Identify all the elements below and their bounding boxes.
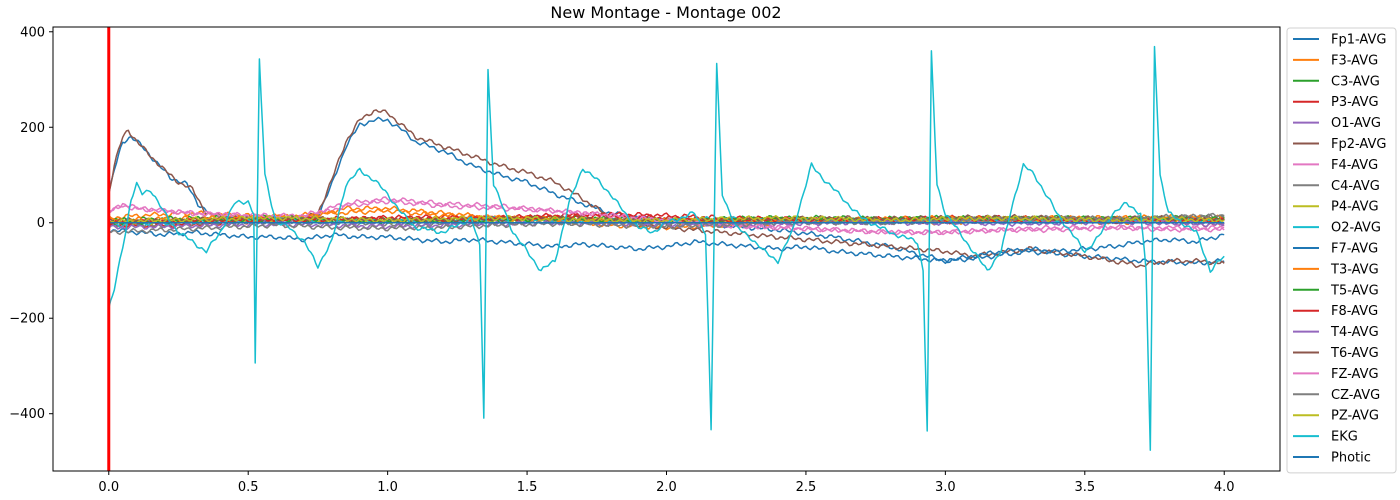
legend-label: PZ-AVG (1331, 409, 1379, 424)
x-tick-label: 2.0 (656, 480, 677, 495)
legend-label: F7-AVG (1331, 242, 1378, 257)
legend-label: Photic (1331, 451, 1371, 466)
legend-label: FZ-AVG (1331, 367, 1379, 382)
x-tick-label: 3.5 (1074, 480, 1095, 495)
legend-label: Fp2-AVG (1331, 137, 1386, 152)
legend: Fp1-AVG F3-AVG C3-AVG P3-AVG O1-AVG Fp2-AVG F4… (1286, 27, 1397, 474)
x-tick-label: 0.5 (238, 480, 259, 495)
y-tick-label: 200 (20, 121, 45, 136)
x-tick-label: 1.0 (377, 480, 398, 495)
x-axis: 0.0 0.5 1.0 1.5 2.0 2.5 3.0 3.5 4.0 (98, 471, 1235, 495)
series-line-f7-avg (108, 228, 1225, 264)
legend-box (1286, 27, 1397, 474)
legend-label: P3-AVG (1331, 95, 1379, 110)
x-tick-label: 2.5 (796, 480, 817, 495)
legend-label: O1-AVG (1331, 116, 1381, 131)
x-tick-label: 3.0 (935, 480, 956, 495)
series-line-pz-avg (108, 214, 1225, 225)
legend-label: Fp1-AVG (1331, 33, 1386, 48)
legend-label: EKG (1331, 430, 1358, 445)
series-line-fp2-avg (108, 109, 1225, 269)
y-tick-label: 0 (37, 216, 45, 231)
y-tick-label: −400 (9, 407, 45, 422)
legend-label: O2-AVG (1331, 221, 1381, 236)
series-line-fp1-avg (108, 116, 1225, 267)
x-tick-label: 0.0 (98, 480, 119, 495)
legend-label: C4-AVG (1331, 179, 1380, 194)
series-line-ekg (108, 45, 1225, 451)
legend-label: T3-AVG (1330, 262, 1379, 277)
legend-label: F8-AVG (1331, 304, 1378, 319)
x-tick-label: 1.5 (517, 480, 538, 495)
legend-label: F3-AVG (1331, 53, 1378, 68)
legend-label: CZ-AVG (1331, 388, 1380, 403)
legend-label: T4-AVG (1330, 325, 1379, 340)
legend-label: T6-AVG (1330, 346, 1379, 361)
series-layer (107, 27, 1225, 471)
legend-label: P4-AVG (1331, 200, 1379, 215)
chart-title: New Montage - Montage 002 (550, 3, 781, 22)
legend-label: T5-AVG (1330, 283, 1379, 298)
plot-frame (52, 26, 1281, 472)
legend-label: F4-AVG (1331, 158, 1378, 173)
legend-label: C3-AVG (1331, 74, 1380, 89)
y-tick-label: −200 (9, 312, 45, 327)
y-tick-label: 400 (20, 25, 45, 40)
x-tick-label: 4.0 (1214, 480, 1235, 495)
y-axis: −400 −200 0 200 400 (9, 25, 53, 422)
